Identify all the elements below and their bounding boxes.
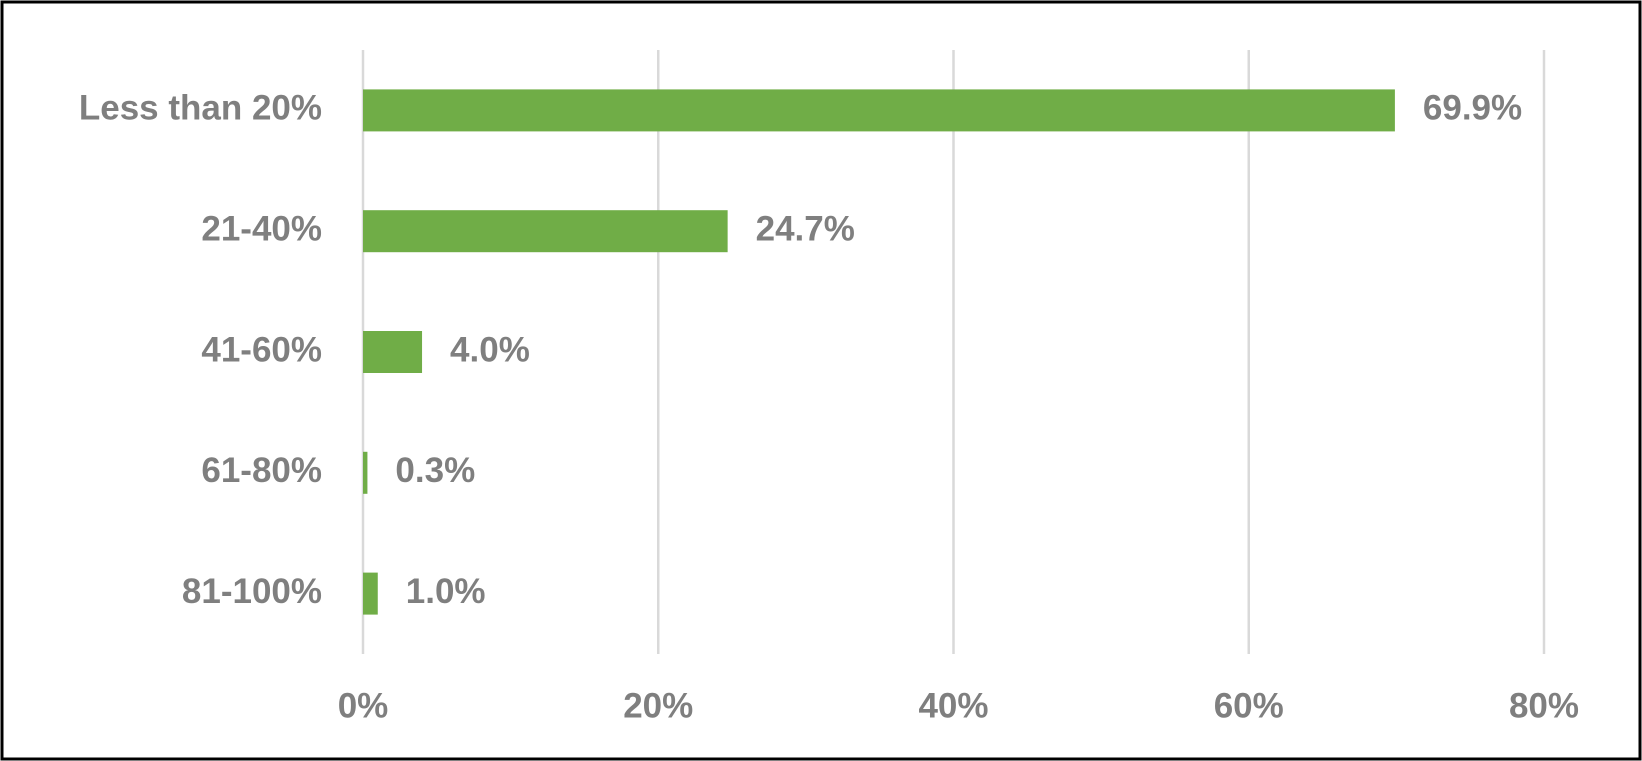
y-tick-label: 41-60% bbox=[201, 330, 322, 369]
x-tick-label: 60% bbox=[1214, 686, 1284, 725]
y-tick-label: 61-80% bbox=[201, 451, 322, 490]
bar bbox=[363, 572, 378, 615]
bar bbox=[363, 451, 368, 494]
data-label: 69.9% bbox=[1423, 89, 1522, 128]
x-tick-label: 20% bbox=[623, 686, 693, 725]
y-tick-label: Less than 20% bbox=[79, 89, 322, 128]
x-tick-label: 80% bbox=[1509, 686, 1579, 725]
x-tick-label: 40% bbox=[918, 686, 988, 725]
y-tick-label: 21-40% bbox=[201, 209, 322, 248]
data-label: 24.7% bbox=[756, 209, 855, 248]
data-label: 0.3% bbox=[395, 451, 475, 490]
x-tick-label: 0% bbox=[338, 686, 389, 725]
bar bbox=[363, 89, 1395, 132]
data-label: 1.0% bbox=[406, 572, 486, 611]
data-label: 4.0% bbox=[450, 330, 530, 369]
y-tick-label: 81-100% bbox=[182, 572, 322, 611]
bar bbox=[363, 331, 423, 373]
bar bbox=[363, 210, 728, 253]
